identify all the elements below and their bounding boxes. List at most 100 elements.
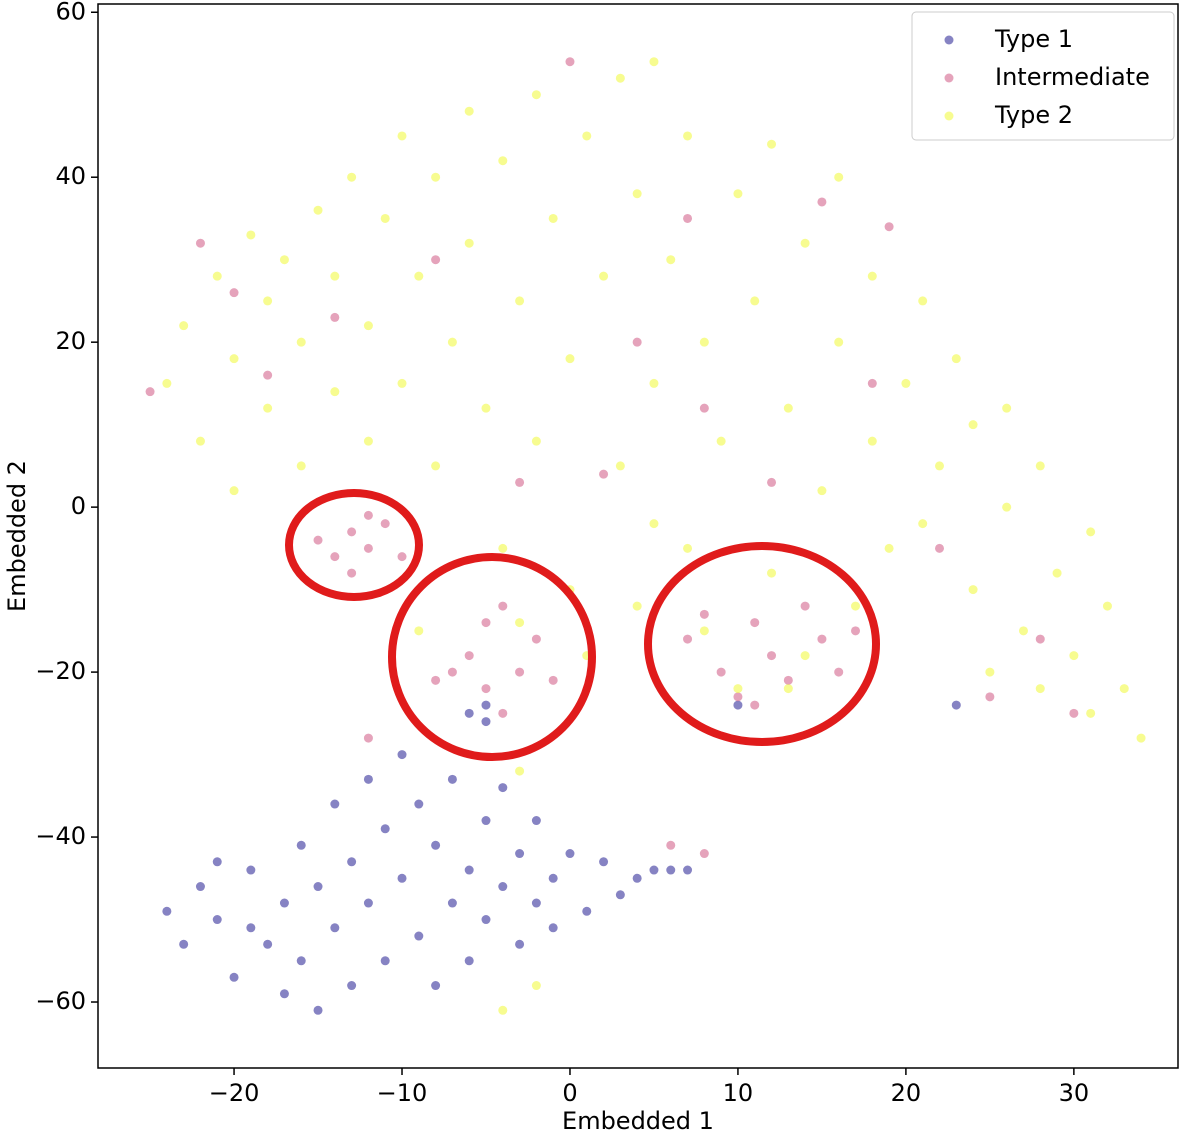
point <box>767 651 777 661</box>
point <box>985 667 995 677</box>
y-tick-label: 40 <box>55 162 86 190</box>
point <box>414 626 424 636</box>
point <box>750 296 760 306</box>
point <box>699 403 709 413</box>
point <box>397 378 407 388</box>
highlight-circle <box>644 542 880 746</box>
point <box>246 923 256 933</box>
point <box>783 684 793 694</box>
point <box>313 205 323 215</box>
point <box>195 436 205 446</box>
point <box>296 840 306 850</box>
point <box>397 552 407 562</box>
point <box>565 849 575 859</box>
x-tick-label: −20 <box>209 1079 260 1107</box>
point <box>531 634 541 644</box>
point <box>817 486 827 496</box>
point <box>968 585 978 595</box>
point <box>447 667 457 677</box>
x-tick-label: 10 <box>723 1079 754 1107</box>
point <box>229 354 239 364</box>
point <box>884 543 894 553</box>
point <box>867 436 877 446</box>
point <box>296 337 306 347</box>
point <box>565 354 575 364</box>
y-tick-label: −60 <box>35 987 86 1015</box>
point <box>330 271 340 281</box>
point <box>1086 527 1096 537</box>
point <box>447 898 457 908</box>
annotations <box>285 489 880 761</box>
point <box>565 57 575 67</box>
point <box>951 354 961 364</box>
point <box>615 73 625 83</box>
point <box>817 197 827 207</box>
point <box>246 230 256 240</box>
point <box>716 436 726 446</box>
point <box>515 477 525 487</box>
point <box>716 667 726 677</box>
point <box>347 172 357 182</box>
point <box>834 667 844 677</box>
point <box>179 321 189 331</box>
point <box>195 238 205 248</box>
point <box>481 915 491 925</box>
point <box>783 675 793 685</box>
point <box>767 568 777 578</box>
point <box>649 378 659 388</box>
point <box>229 288 239 298</box>
point <box>464 956 474 966</box>
point <box>548 213 558 223</box>
point <box>363 733 373 743</box>
point <box>313 1005 323 1015</box>
legend-marker <box>944 73 954 83</box>
point <box>229 486 239 496</box>
point <box>515 849 525 859</box>
point <box>279 898 289 908</box>
point <box>464 708 474 718</box>
point <box>498 543 508 553</box>
point <box>515 939 525 949</box>
y-tick-label: 20 <box>55 327 86 355</box>
point <box>615 461 625 471</box>
point <box>330 799 340 809</box>
point <box>498 882 508 892</box>
x-axis-label: Embedded 1 <box>562 1107 714 1135</box>
point <box>683 213 693 223</box>
legend-label: Type 2 <box>994 101 1073 129</box>
point <box>397 873 407 883</box>
point <box>263 370 273 380</box>
point <box>548 873 558 883</box>
highlight-circle <box>388 553 596 761</box>
point <box>531 981 541 991</box>
point <box>683 131 693 141</box>
point <box>380 824 390 834</box>
y-axis-label: Embedded 2 <box>3 460 31 612</box>
point <box>632 873 642 883</box>
point <box>481 618 491 628</box>
point <box>934 543 944 553</box>
point <box>464 651 474 661</box>
point <box>481 816 491 826</box>
point <box>699 626 709 636</box>
point <box>263 939 273 949</box>
x-tick-label: 0 <box>562 1079 577 1107</box>
point <box>397 131 407 141</box>
point <box>531 898 541 908</box>
point <box>817 634 827 644</box>
point <box>481 700 491 710</box>
point <box>347 981 357 991</box>
point <box>1052 568 1062 578</box>
point <box>851 626 861 636</box>
point <box>867 378 877 388</box>
point <box>498 601 508 611</box>
y-tick-label: −20 <box>35 657 86 685</box>
point <box>733 692 743 702</box>
point <box>800 601 810 611</box>
point <box>481 403 491 413</box>
point <box>347 857 357 867</box>
point <box>632 601 642 611</box>
point <box>666 865 676 875</box>
point <box>515 667 525 677</box>
